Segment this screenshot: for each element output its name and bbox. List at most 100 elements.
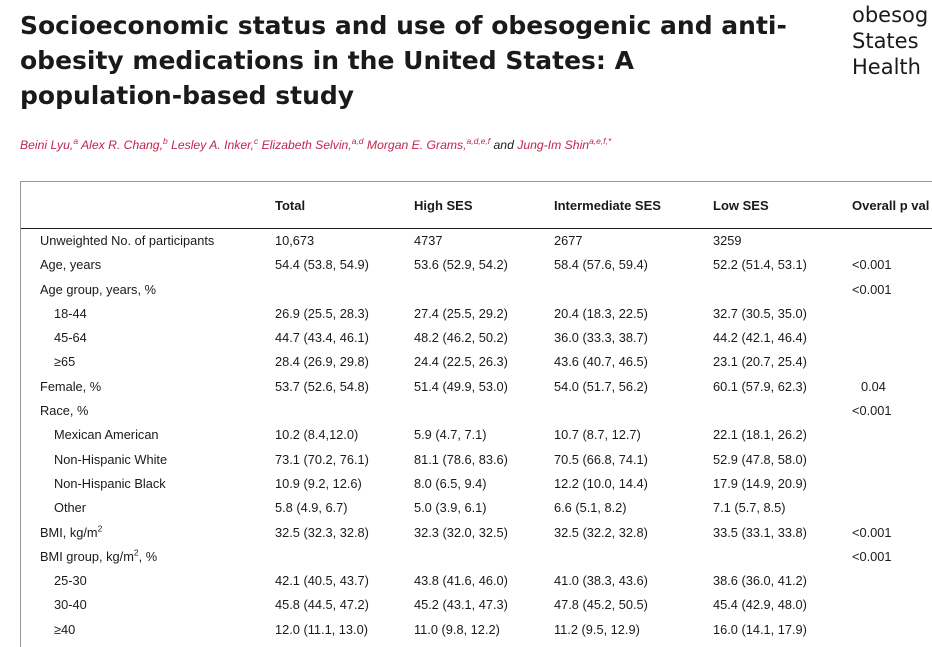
- table-cell: 11.0 (9.8, 12.2): [414, 621, 500, 637]
- table-row: Non-Hispanic Black 10.9 (9.2, 12.6) 8.0 (6…: [21, 472, 932, 496]
- table-cell: 47.8 (45.2, 50.5): [554, 597, 648, 613]
- row-label-text: Female, %: [40, 378, 102, 394]
- table-cell: 38.6 (36.0, 41.2): [713, 573, 807, 589]
- row-label-text: Non-Hispanic Black: [54, 475, 166, 491]
- adjacent-page-title-fragment: obesog States Health: [852, 2, 932, 80]
- table-cell: 27.4 (25.5, 29.2): [414, 305, 508, 321]
- row-label-text: 30-40: [54, 597, 87, 613]
- table-row: 45-64 44.7 (43.4, 46.1) 48.2 (46.2, 50.2) 3…: [21, 326, 932, 350]
- author-name[interactable]: Elizabeth Selvin,: [261, 138, 352, 152]
- author-affiliation[interactable]: c: [253, 135, 259, 146]
- table-cell: 24.4 (22.5, 26.3): [414, 354, 508, 370]
- table-row: 30-40 45.8 (44.5, 47.2) 45.2 (43.1, 47.3) 4…: [21, 593, 932, 617]
- table-cell: 5.0 (3.9, 6.1): [414, 500, 487, 516]
- table-cell: 58.4 (57.6, 59.4): [554, 257, 648, 273]
- table-cell: 10,673: [275, 233, 315, 248]
- row-label: Non-Hispanic Black: [54, 476, 166, 491]
- author-name[interactable]: Lesley A. Inker,: [171, 138, 254, 152]
- author-affiliation[interactable]: a,d: [351, 135, 364, 146]
- row-label-text: Race, %: [40, 403, 89, 419]
- table-cell: 48.2 (46.2, 50.2): [414, 330, 508, 346]
- author-affiliation[interactable]: b: [162, 135, 168, 146]
- table-row: ≥65 28.4 (26.9, 29.8) 24.4 (22.5, 26.3) 43.…: [21, 350, 932, 374]
- row-label-text: Other: [54, 500, 87, 516]
- row-label-text: 25-30: [54, 573, 87, 589]
- table-cell: 10.2 (8.4,12.0): [275, 427, 359, 443]
- table-row: Unweighted No. of participants 10,673 4737…: [21, 229, 932, 253]
- row-label: ≥40: [54, 622, 75, 637]
- table-cell: 43.8 (41.6, 46.0): [414, 573, 508, 589]
- author-name[interactable]: Morgan E. Grams,: [366, 138, 467, 152]
- row-label-text: 18-44: [54, 305, 87, 321]
- table-row: Age, years 54.4 (53.8, 54.9) 53.6 (52.9, 5…: [21, 253, 932, 277]
- row-label-text: BMI group, kg/m: [40, 548, 134, 564]
- table-cell: 45.2 (43.1, 47.3): [414, 597, 508, 613]
- row-label: 30-40: [54, 597, 87, 612]
- baseline-characteristics-table: Total High SES Intermediate SES Low SES …: [20, 181, 932, 647]
- table-cell: 22.1 (18.1, 26.2): [713, 427, 807, 443]
- p-value-cell: <0.001: [852, 403, 892, 419]
- author-affiliation[interactable]: a,e,f,*: [589, 135, 612, 146]
- table-cell: 54.0 (51.7, 56.2): [554, 378, 648, 394]
- author-affiliation[interactable]: a,d,e,f: [466, 135, 491, 146]
- row-label: 25-30: [54, 573, 87, 588]
- author-name[interactable]: Jung-Im Shin: [517, 138, 590, 152]
- p-value-cell: <0.001: [852, 524, 892, 540]
- table-cell: 32.3 (32.0, 32.5): [414, 524, 508, 540]
- row-label: Age group, years, %: [40, 282, 156, 297]
- row-label-text: BMI, kg/m: [40, 524, 98, 540]
- author-name[interactable]: Alex R. Chang,: [80, 138, 163, 152]
- table-header: Total High SES Intermediate SES Low SES …: [21, 182, 932, 229]
- table-cell: 41.0 (38.3, 43.6): [554, 573, 648, 589]
- table-cell: 4737: [414, 233, 443, 248]
- row-label-text: Unweighted No. of participants: [40, 233, 215, 248]
- column-header: High SES: [414, 198, 473, 213]
- row-label: 18-44: [54, 306, 87, 321]
- table-cell: 16.0 (14.1, 17.9): [713, 621, 807, 637]
- row-label: Unweighted No. of participants: [40, 233, 214, 248]
- table-cell: 32.7 (30.5, 35.0): [713, 305, 807, 321]
- author-conjunction: and: [493, 138, 514, 152]
- table-row: ≥40 12.0 (11.1, 13.0) 11.0 (9.8, 12.2) 11.2…: [21, 618, 932, 642]
- table-row: Age group, years, % <0.001: [21, 278, 932, 302]
- table-row: 18-44 26.9 (25.5, 28.3) 27.4 (25.5, 29.2) 2…: [21, 302, 932, 326]
- column-header: Low SES: [713, 198, 769, 213]
- table-row: Mexican American 10.2 (8.4,12.0) 5.9 (4.7,…: [21, 423, 932, 447]
- table-cell: 23.1 (20.7, 25.4): [713, 354, 807, 370]
- table-row: BMI, kg/m2 32.5 (32.3, 32.8) 32.3 (32.0, 3…: [21, 521, 932, 545]
- p-value-cell: <0.001: [852, 257, 892, 273]
- table-cell: 45.8 (44.5, 47.2): [275, 597, 369, 613]
- author-name[interactable]: Beini Lyu,: [20, 138, 74, 152]
- table-row: BMI group, kg/m2, % <0.001: [21, 545, 932, 569]
- unit-exponent: 2: [133, 547, 139, 558]
- table-cell: 43.6 (40.7, 46.5): [554, 354, 648, 370]
- table-body: Unweighted No. of participants 10,673 4737…: [21, 229, 932, 642]
- row-label-text: Age, years: [40, 257, 102, 273]
- side-line: States: [852, 29, 919, 53]
- table-cell: 11.2 (9.5, 12.9): [554, 621, 640, 637]
- table-cell: 26.9 (25.5, 28.3): [275, 305, 369, 321]
- table-cell: 28.4 (26.9, 29.8): [275, 354, 369, 370]
- table-cell: 53.6 (52.9, 54.2): [414, 257, 508, 273]
- row-label: Female, %: [40, 379, 101, 394]
- table-cell: 6.6 (5.1, 8.2): [554, 500, 627, 516]
- author-affiliation[interactable]: a: [73, 135, 79, 146]
- row-label-suffix: , %: [138, 548, 158, 564]
- side-line: Health: [852, 55, 921, 79]
- table-cell: 2677: [554, 233, 583, 248]
- article-title: Socioeconomic status and use of obesogen…: [20, 11, 787, 110]
- unit-exponent: 2: [97, 523, 103, 534]
- table-cell: 32.5 (32.2, 32.8): [554, 524, 648, 540]
- table-row: Race, % <0.001: [21, 399, 932, 423]
- table-cell: 33.5 (33.1, 33.8): [713, 524, 807, 540]
- table-row: Female, % 53.7 (52.6, 54.8) 51.4 (49.9, 53…: [21, 375, 932, 399]
- row-label: Age, years: [40, 257, 101, 272]
- row-label-text: Age group, years, %: [40, 281, 156, 297]
- table-cell: 10.9 (9.2, 12.6): [275, 475, 362, 491]
- row-label-text: ≥40: [54, 621, 76, 637]
- table-row: Non-Hispanic White 73.1 (70.2, 76.1) 81.1 …: [21, 448, 932, 472]
- table-row: Other 5.8 (4.9, 6.7) 5.0 (3.9, 6.1) 6.6 (5.…: [21, 496, 932, 520]
- table-cell: 70.5 (66.8, 74.1): [554, 451, 648, 467]
- table-cell: 60.1 (57.9, 62.3): [713, 378, 807, 394]
- table-cell: 73.1 (70.2, 76.1): [275, 451, 369, 467]
